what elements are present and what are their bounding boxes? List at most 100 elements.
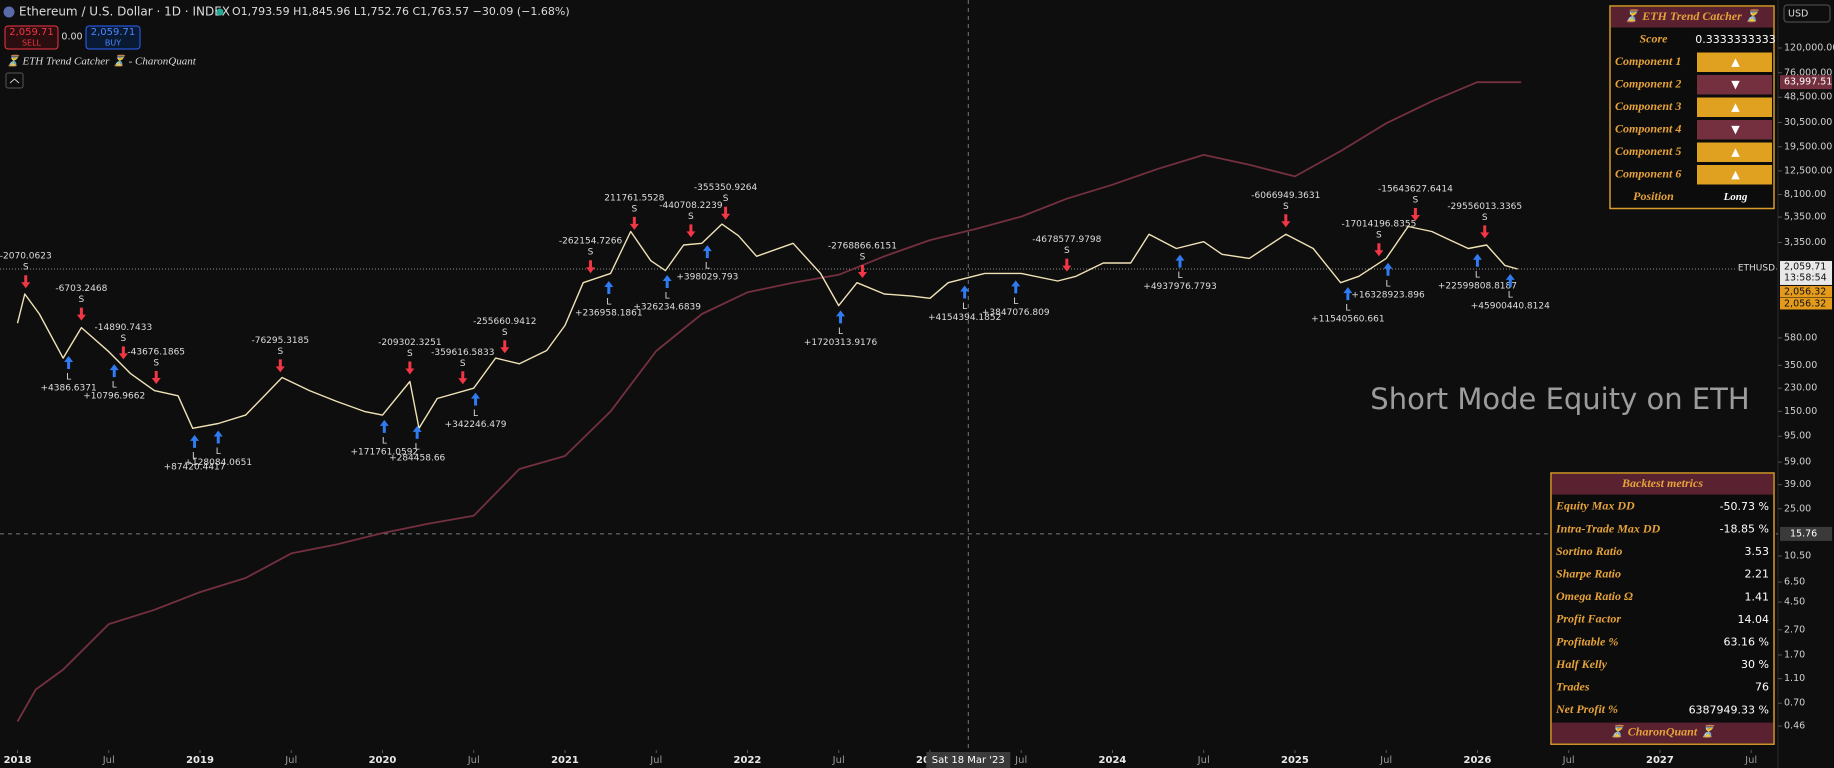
row-label: Score: [1640, 32, 1669, 46]
series-line: [16, 223, 1518, 429]
trade-label: -262154.7266: [559, 237, 623, 247]
signal-cell: [1697, 52, 1772, 72]
sell-button[interactable]: [4, 25, 59, 50]
trade-label: -76295.3185: [251, 336, 309, 346]
trade-label: -355350.9264: [694, 183, 758, 193]
price-tag-box: [1780, 260, 1832, 285]
y-tick-label: 19,500.00: [1784, 141, 1832, 152]
buy-arrow: [960, 285, 970, 299]
row-value: 30 %: [1741, 658, 1769, 671]
sell-arrow: [1062, 258, 1072, 272]
trade-side: L: [606, 297, 611, 307]
row-label: Trades: [1556, 679, 1590, 693]
trade-side: L: [1345, 304, 1350, 314]
trade-side: L: [415, 442, 420, 452]
status-dot: [216, 8, 224, 16]
price-tag: 2,059.71: [1784, 261, 1826, 272]
sell-arrow: [629, 216, 639, 230]
trade-label: -4678577.9798: [1032, 235, 1101, 245]
x-tick-label: 2018: [4, 755, 32, 766]
row-value: ▲: [1731, 145, 1740, 158]
equity-tag-box: [1780, 75, 1832, 90]
row-value: ▲: [1731, 55, 1740, 68]
signal-cell: [1697, 142, 1772, 162]
countdown: 13:58:54: [1784, 272, 1827, 283]
y-tick-label: 10.50: [1784, 550, 1811, 561]
trade-label: +4154394.1852: [928, 313, 1001, 323]
x-tick-label: 2022: [734, 755, 762, 766]
trade-label: 211761.5528: [604, 193, 664, 203]
x-tick-label: 2021: [551, 755, 579, 766]
series-tag: ETHUSD: [1738, 263, 1775, 273]
sell-arrow: [405, 361, 415, 375]
table-title-bg: [1611, 7, 1773, 28]
buy-arrow: [379, 419, 389, 433]
crosshair-x-label: Sat 18 Mar '23: [932, 755, 1005, 766]
trade-label: +171761.0592: [350, 447, 418, 457]
row-value: -18.85 %: [1720, 523, 1769, 536]
trade-side: L: [1013, 297, 1018, 307]
y-tick-label: 5,350.00: [1784, 212, 1826, 223]
table-title: ⏳ ETH Trend Catcher ⏳: [1624, 9, 1759, 23]
y-tick-label: 48,500.00: [1784, 92, 1832, 103]
trade-side: S: [723, 194, 729, 204]
trade-side: L: [66, 372, 71, 382]
series-line: [16, 81, 1522, 722]
symbol-icon: [3, 6, 15, 18]
sell-arrow: [586, 260, 596, 274]
trade-side: L: [216, 447, 221, 457]
trade-label: +128084.0651: [184, 458, 252, 468]
collapse-button[interactable]: [5, 72, 24, 89]
row-value: 3.53: [1745, 545, 1770, 558]
trade-side: S: [277, 347, 283, 357]
row-value: Long: [1723, 191, 1748, 203]
buy-price: 2,059.71: [91, 27, 136, 38]
row-value: ▼: [1731, 78, 1740, 91]
trade-side: S: [1482, 213, 1488, 223]
trade-side: S: [860, 252, 866, 262]
x-tick-label: Jul: [1197, 755, 1210, 766]
x-tick-label: Jul: [102, 755, 115, 766]
trade-side: S: [153, 358, 159, 368]
sell-arrow: [857, 264, 867, 278]
signal-cell: [1697, 120, 1772, 140]
equity-tag: 63,997.51: [1784, 77, 1832, 88]
sell-arrow: [721, 206, 731, 220]
trade-label: -255660.9412: [473, 317, 536, 327]
buy-arrow: [1011, 280, 1021, 294]
buy-button[interactable]: [85, 25, 141, 50]
buy-arrow: [604, 280, 614, 294]
y-tick-label: 39.00: [1784, 479, 1811, 490]
trade-label: -6066949.3631: [1251, 191, 1320, 201]
sell-arrow: [458, 371, 468, 385]
signal-cell: [1697, 165, 1772, 185]
x-tick-label: Jul: [284, 755, 297, 766]
y-tick-label: 2.70: [1784, 624, 1805, 635]
trade-side: L: [962, 302, 967, 312]
trade-side: S: [79, 295, 85, 305]
price-tag: 2,056.32: [1784, 286, 1826, 297]
x-tick-label: 2027: [1646, 755, 1674, 766]
x-tick-label: Jul: [1014, 755, 1027, 766]
y-tick-label: 350.00: [1784, 360, 1817, 371]
crosshair-y-box: [1780, 526, 1832, 541]
sell-arrow: [500, 340, 510, 354]
trade-label: -14890.7433: [95, 323, 153, 333]
row-label: Component 5: [1615, 144, 1681, 158]
y-tick-label: 1.70: [1784, 649, 1805, 660]
x-tick-label: 2025: [1281, 755, 1309, 766]
trade-label: +1720313.9176: [804, 338, 878, 348]
trade-label: -43676.1865: [127, 347, 185, 357]
currency-button[interactable]: [1783, 4, 1831, 23]
x-tick-label: Jul: [467, 755, 480, 766]
trade-label: +3847076.809: [982, 308, 1050, 318]
row-value: 63.16 %: [1724, 636, 1769, 649]
row-label: Net Profit %: [1555, 702, 1618, 716]
signal-cell: [1697, 97, 1772, 117]
row-value: ▲: [1731, 100, 1740, 113]
y-tick-label: 1.10: [1784, 673, 1805, 684]
indicator-title: ⏳ ETH Trend Catcher ⏳ - CharonQuant: [6, 55, 197, 68]
